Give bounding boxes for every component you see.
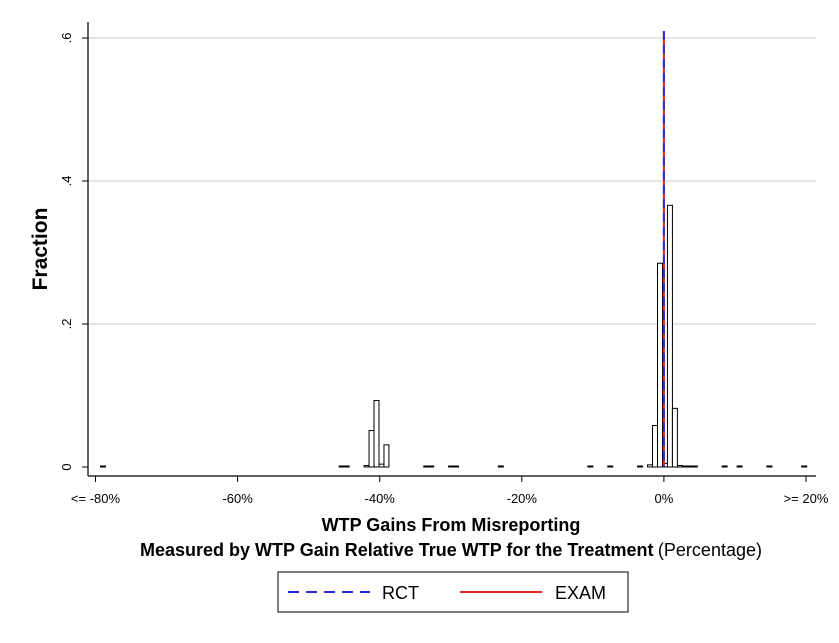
histogram-bar: [607, 465, 614, 468]
histogram-bar: [373, 400, 380, 468]
axes: [87, 22, 816, 477]
histogram-bar: [448, 465, 455, 468]
x-axis-label-line1: WTP Gains From Misreporting: [322, 515, 581, 535]
histogram-bar: [99, 465, 106, 468]
histogram-bar: [681, 465, 688, 468]
histogram-bar: [676, 465, 683, 468]
x-tick-label-1: -60%: [222, 491, 253, 506]
histogram-bar: [801, 465, 808, 468]
y-tick-label-1: .2: [59, 319, 74, 330]
histogram-bar: [383, 444, 390, 468]
x-tick-label-2: -40%: [365, 491, 396, 506]
y-tick-label-3: .6: [59, 33, 74, 44]
legend-exam-label: EXAM: [555, 583, 606, 603]
x-ticks: <= -80% -60% -40% -20% 0% >= 20%: [71, 476, 829, 506]
histogram-bar: [647, 464, 654, 468]
histogram-bar: [652, 425, 659, 468]
histogram-bar: [423, 465, 430, 468]
histogram-bar: [691, 465, 698, 468]
histogram-bar: [657, 262, 663, 468]
x-axis-label-line2-normal: (Percentage): [658, 540, 762, 560]
histogram-bars: [99, 204, 808, 468]
x-axis-label-line2-bold: Measured by WTP Gain Relative True WTP f…: [140, 540, 653, 560]
histogram-bar: [368, 430, 375, 468]
y-ticks: 0 .2 .4 .6: [59, 33, 88, 471]
histogram-bar: [736, 465, 743, 468]
histogram-bar: [497, 465, 504, 468]
histogram-bar: [378, 463, 385, 468]
histogram-bar: [338, 465, 345, 468]
histogram-bar: [453, 465, 460, 468]
x-tick-label-0: <= -80%: [71, 491, 121, 506]
x-tick-label-3: -20%: [507, 491, 538, 506]
histogram-bar: [363, 465, 370, 468]
histogram-bar: [587, 465, 594, 468]
y-axis-label: Fraction: [29, 208, 52, 291]
legend-box: [277, 571, 629, 613]
histogram-bar: [666, 204, 673, 468]
legend-rct-label: RCT: [382, 583, 419, 603]
legend: RCT EXAM: [277, 571, 629, 613]
x-axis-label-line2: Measured by WTP Gain Relative True WTP f…: [140, 540, 762, 560]
y-tick-label-2: .4: [59, 176, 74, 187]
histogram-bar: [637, 465, 644, 468]
x-tick-label-4: 0%: [655, 491, 674, 506]
histogram-bar: [343, 465, 350, 468]
x-tick-label-5: >= 20%: [784, 491, 829, 506]
histogram-bar: [428, 465, 435, 468]
histogram-bar: [721, 465, 728, 468]
histogram-bar: [671, 407, 678, 468]
histogram-bar: [766, 465, 773, 468]
histogram-bar: [686, 465, 693, 468]
y-tick-label-0: 0: [59, 463, 74, 470]
gridlines: [88, 37, 816, 325]
